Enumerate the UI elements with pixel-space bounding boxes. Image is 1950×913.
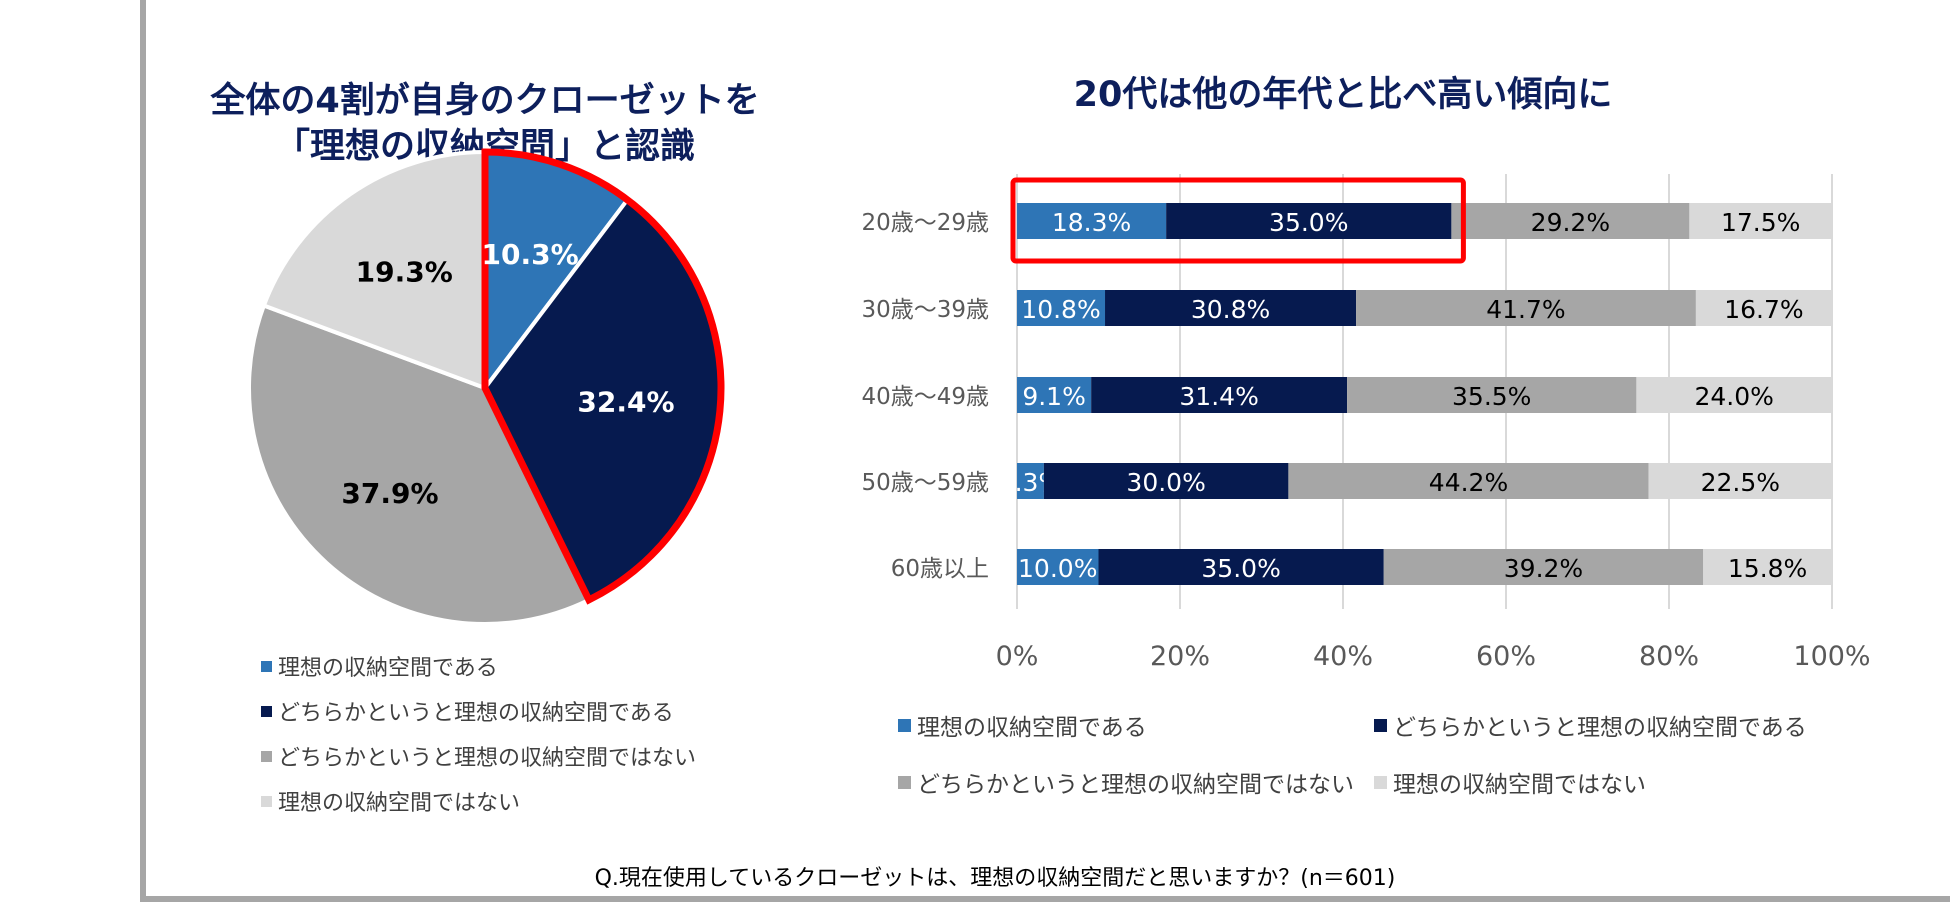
bar-data-label: 29.2% bbox=[1531, 208, 1610, 237]
legend-label: 理想の収納空間である bbox=[278, 656, 498, 681]
category-label: 30歳～39歳 bbox=[861, 297, 989, 323]
bar-segment bbox=[1017, 549, 1099, 585]
category-label: 40歳～49歳 bbox=[861, 384, 989, 410]
bar-data-label: 30.0% bbox=[1126, 468, 1205, 497]
legend-item: どちらかというと理想の収納空間である bbox=[1374, 708, 1807, 742]
x-tick-label: 40% bbox=[1313, 641, 1373, 672]
bar-segment bbox=[1017, 203, 1167, 239]
legend-label: どちらかというと理想の収納空間である bbox=[1393, 715, 1807, 741]
legend-label: 理想の収納空間ではない bbox=[278, 791, 521, 816]
bar-segment bbox=[1347, 377, 1637, 413]
bar-segment bbox=[1043, 463, 1289, 499]
bar-data-label: 17.5% bbox=[1721, 208, 1800, 237]
legend-swatch bbox=[898, 775, 911, 789]
bar-data-label: 16.7% bbox=[1724, 295, 1803, 324]
bar-data-label: 30.8% bbox=[1191, 295, 1270, 324]
bar-segment bbox=[1017, 290, 1106, 326]
legend-swatch bbox=[261, 705, 272, 717]
legend-label: 理想の収納空間ではない bbox=[1393, 772, 1646, 798]
pie-slice bbox=[261, 149, 487, 391]
bar-segment bbox=[1356, 290, 1696, 326]
pie-data-label: 32.4% bbox=[577, 386, 674, 419]
category-label: 60歳以上 bbox=[891, 556, 989, 582]
bar-title: 20代は他の年代と比べ高い傾向に bbox=[1073, 75, 1613, 115]
bar-segment bbox=[1383, 549, 1704, 585]
category-label: 50歳～59歳 bbox=[861, 470, 989, 496]
bar-data-label: 39.2% bbox=[1504, 554, 1583, 583]
bar-segment bbox=[1105, 290, 1357, 326]
bar-segment bbox=[1017, 463, 1044, 499]
x-tick-label: 100% bbox=[1793, 641, 1870, 672]
bar-data-label: 10.8% bbox=[1021, 295, 1100, 324]
bar-segment bbox=[1091, 377, 1348, 413]
legend-label: どちらかというと理想の収納空間ではない bbox=[278, 746, 697, 771]
bar-segment bbox=[1689, 203, 1832, 239]
legend-item: 理想の収納空間ではない bbox=[1374, 765, 1646, 799]
bar-data-label: 10.0% bbox=[1018, 554, 1097, 583]
x-tick-label: 0% bbox=[996, 641, 1039, 672]
legend-item: どちらかというと理想の収納空間である bbox=[261, 695, 674, 727]
legend-label: 理想の収納空間である bbox=[917, 715, 1147, 741]
legend-swatch bbox=[261, 750, 272, 762]
bar-segment bbox=[1451, 203, 1690, 239]
legend-swatch bbox=[1374, 718, 1387, 732]
bar-highlight-box bbox=[1010, 177, 1466, 264]
bar-segment bbox=[1017, 377, 1092, 413]
legend-swatch bbox=[261, 795, 272, 807]
pie-data-label: 37.9% bbox=[341, 477, 438, 510]
pie-slice bbox=[247, 302, 592, 626]
bar-segment bbox=[1166, 203, 1452, 239]
x-tick-label: 20% bbox=[1150, 641, 1210, 672]
bar-data-label: 24.0% bbox=[1694, 382, 1773, 411]
legend-item: どちらかというと理想の収納空間ではない bbox=[898, 765, 1354, 799]
legend-swatch bbox=[898, 718, 911, 732]
bar-segment bbox=[1288, 463, 1649, 499]
category-label: 20歳～29歳 bbox=[861, 210, 989, 236]
legend-item: 理想の収納空間である bbox=[261, 650, 498, 682]
bar-data-label: 22.5% bbox=[1701, 468, 1780, 497]
bar-segment bbox=[1703, 549, 1832, 585]
bar-data-label: 18.3% bbox=[1052, 208, 1131, 237]
legend-label: どちらかというと理想の収納空間である bbox=[278, 701, 674, 726]
legend-label: どちらかというと理想の収納空間ではない bbox=[917, 772, 1354, 798]
legend-swatch bbox=[1374, 775, 1387, 789]
pie-title-line-1: 全体の4割が自身のクローゼットを bbox=[210, 81, 760, 121]
legend-swatch bbox=[261, 660, 272, 672]
legend-item: 理想の収納空間である bbox=[898, 708, 1147, 742]
frame-border bbox=[140, 0, 1950, 902]
bar-segment bbox=[1695, 290, 1832, 326]
pie-data-label: 19.3% bbox=[356, 256, 453, 289]
bar-data-label: 41.7% bbox=[1486, 295, 1565, 324]
legend-item: 理想の収納空間ではない bbox=[261, 785, 520, 817]
pie-highlight-outline bbox=[481, 148, 725, 605]
footnote: Q.現在使用しているクローゼットは、理想の収納空間だと思いますか？(n＝601) bbox=[594, 866, 1396, 891]
bar-data-label: 44.2% bbox=[1429, 468, 1508, 497]
bar-segment bbox=[1648, 463, 1832, 499]
legend-item: どちらかというと理想の収納空間ではない bbox=[261, 740, 696, 772]
pie-data-label: 10.3% bbox=[481, 238, 578, 271]
bar-segment bbox=[1098, 549, 1384, 585]
bar-data-label: 35.5% bbox=[1452, 382, 1531, 411]
x-tick-label: 80% bbox=[1639, 641, 1699, 672]
bar-data-label: 35.0% bbox=[1201, 554, 1280, 583]
x-tick-label: 60% bbox=[1476, 641, 1536, 672]
bar-segment bbox=[1636, 377, 1832, 413]
bar-data-label: 9.1% bbox=[1022, 382, 1086, 411]
bar-data-label: 31.4% bbox=[1179, 382, 1258, 411]
bar-data-label: 15.8% bbox=[1728, 554, 1807, 583]
bar-data-label: 35.0% bbox=[1269, 208, 1348, 237]
